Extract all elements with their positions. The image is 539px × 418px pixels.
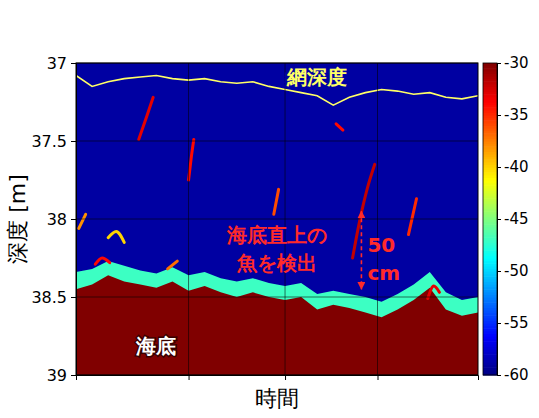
colorbar-swatch xyxy=(483,63,497,66)
net-depth-line xyxy=(76,75,478,105)
y-tick-label: 38 xyxy=(47,210,67,229)
series-label: 海底 xyxy=(135,334,176,358)
x-axis-title: 時間 xyxy=(255,386,299,411)
colorbar-tick-mark xyxy=(497,271,501,272)
grid-line xyxy=(76,219,478,220)
measure-label: cm xyxy=(367,261,400,285)
grid xyxy=(76,63,478,375)
chart-svg: 37 37.5 38 38.5 39 時間 深度 [m] -30 -35 -40 -45 -50 -55… xyxy=(0,0,539,418)
colorbar-tick: -30 xyxy=(497,54,529,72)
colorbar-tick-mark xyxy=(497,167,501,168)
y-tick-label: 39 xyxy=(47,366,67,385)
plot-frame xyxy=(76,63,478,375)
colorbar-tick-label: -40 xyxy=(504,158,529,176)
colorbar-tick-label: -55 xyxy=(504,314,529,332)
colorbar-tick-label: -30 xyxy=(504,54,529,72)
fish-echo xyxy=(139,97,153,139)
x-tick xyxy=(378,375,379,380)
grid-line xyxy=(76,297,478,298)
y-tick-mark xyxy=(71,141,76,142)
colorbar-tick-mark xyxy=(497,219,501,220)
colorbar-frame xyxy=(483,63,497,375)
y-tick-mark xyxy=(71,63,76,64)
colorbar-tick: -55 xyxy=(497,314,529,332)
colorbar-tick-label: -60 xyxy=(504,366,529,384)
colorbar-axis: -30 -35 -40 -45 -50 -55 -60 xyxy=(497,54,529,384)
fish-echo xyxy=(189,139,194,180)
x-tick-mark xyxy=(285,375,286,380)
fish-echo xyxy=(79,214,86,228)
y-tick-label: 38.5 xyxy=(31,288,67,307)
y-axis: 37 37.5 38 38.5 39 xyxy=(31,54,76,385)
y-axis-title: 深度 [m] xyxy=(5,174,30,264)
colorbar-tick: -50 xyxy=(497,262,529,280)
grid-line xyxy=(188,63,189,375)
colorbar-tick: -45 xyxy=(497,210,529,228)
colorbar-axis-line xyxy=(498,64,502,376)
colorbar-tick-mark xyxy=(497,63,501,64)
fish-echo xyxy=(336,124,343,130)
fish-echo xyxy=(108,231,124,242)
colorbar-tick: -60 xyxy=(497,366,529,384)
echo-area xyxy=(76,275,478,375)
fish-echo xyxy=(168,261,178,269)
x-tick xyxy=(189,375,190,380)
y-tick: 38.5 xyxy=(31,288,76,307)
y-tick-label: 37.5 xyxy=(31,132,67,151)
chart-root: 37 37.5 38 38.5 39 時間 深度 [m] -30 -35 -40 -45 -50 -55… xyxy=(0,0,539,418)
y-tick: 38 xyxy=(47,210,76,229)
grid-line xyxy=(285,63,286,375)
colorbar-tick-mark xyxy=(497,375,501,376)
fish-echo xyxy=(408,199,416,235)
y-axis-line xyxy=(71,64,77,376)
fish-echo xyxy=(95,258,109,264)
series-label: 網深度 xyxy=(286,65,347,89)
fish-echo xyxy=(274,189,279,214)
y-tick-mark xyxy=(71,375,76,376)
x-tick-mark xyxy=(378,375,379,380)
y-tick-mark xyxy=(71,297,76,298)
plot-area xyxy=(76,63,478,375)
y-tick-label: 37 xyxy=(47,54,67,73)
x-axis xyxy=(77,375,479,380)
echo-area xyxy=(76,261,478,375)
background-level xyxy=(76,63,478,375)
measure-label: 50 xyxy=(367,233,395,257)
y-tick: 37 xyxy=(47,54,76,73)
colorbar-tick-label: -35 xyxy=(504,106,529,124)
colorbar-tick-label: -50 xyxy=(504,262,529,280)
colorbar-tick-mark xyxy=(497,323,501,324)
y-tick: 39 xyxy=(47,366,76,385)
y-tick: 37.5 xyxy=(31,132,76,151)
annotation: 海底直上の xyxy=(226,223,327,247)
grid-line xyxy=(377,63,378,375)
measure-arrow xyxy=(361,211,363,289)
colorbar xyxy=(483,63,497,376)
annotation: 魚を検出 xyxy=(236,251,317,275)
colorbar-tick: -35 xyxy=(497,106,529,124)
colorbar-tick-label: -45 xyxy=(504,210,529,228)
colorbar-tick: -40 xyxy=(497,158,529,176)
colorbar-tick-mark xyxy=(497,115,501,116)
x-tick xyxy=(285,375,286,380)
grid-line xyxy=(76,141,478,142)
x-tick-mark xyxy=(189,375,190,380)
y-tick-mark xyxy=(71,219,76,220)
x-axis-line xyxy=(77,376,479,381)
